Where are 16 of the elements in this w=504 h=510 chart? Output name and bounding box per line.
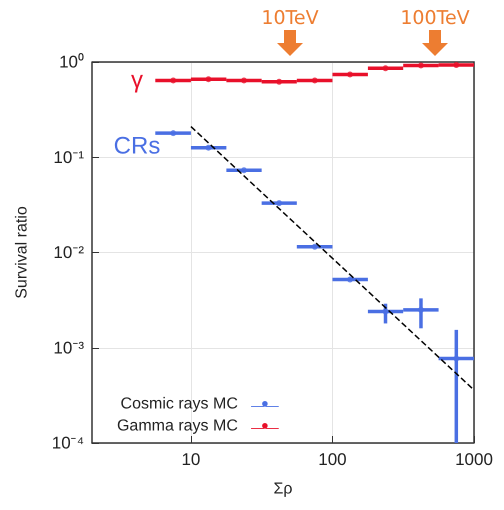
y-tick-label: 10⁻¹ bbox=[53, 148, 84, 167]
x-tick-label: 100 bbox=[318, 450, 347, 469]
legend-label: Gamma rays MC bbox=[116, 418, 238, 434]
y-tick-label: 10⁻³ bbox=[53, 338, 84, 358]
x-tick-label: 1000 bbox=[455, 450, 493, 469]
x-tick-label: 10 bbox=[181, 450, 200, 469]
y-tick-label: 10⁻² bbox=[53, 243, 84, 262]
legend-label: Cosmic rays MC bbox=[120, 396, 238, 412]
text: 10TeV bbox=[261, 7, 319, 29]
x-axis-title: Σρ bbox=[274, 480, 292, 498]
y-tick-label: 10⁰ bbox=[59, 52, 84, 72]
y-tick-label: 10⁻⁴ bbox=[52, 434, 84, 452]
y-axis-title: Survival ratio bbox=[14, 206, 30, 299]
annotation: CRs bbox=[114, 132, 160, 160]
annotation: γ bbox=[131, 66, 143, 94]
text: 100TeV bbox=[400, 7, 470, 29]
